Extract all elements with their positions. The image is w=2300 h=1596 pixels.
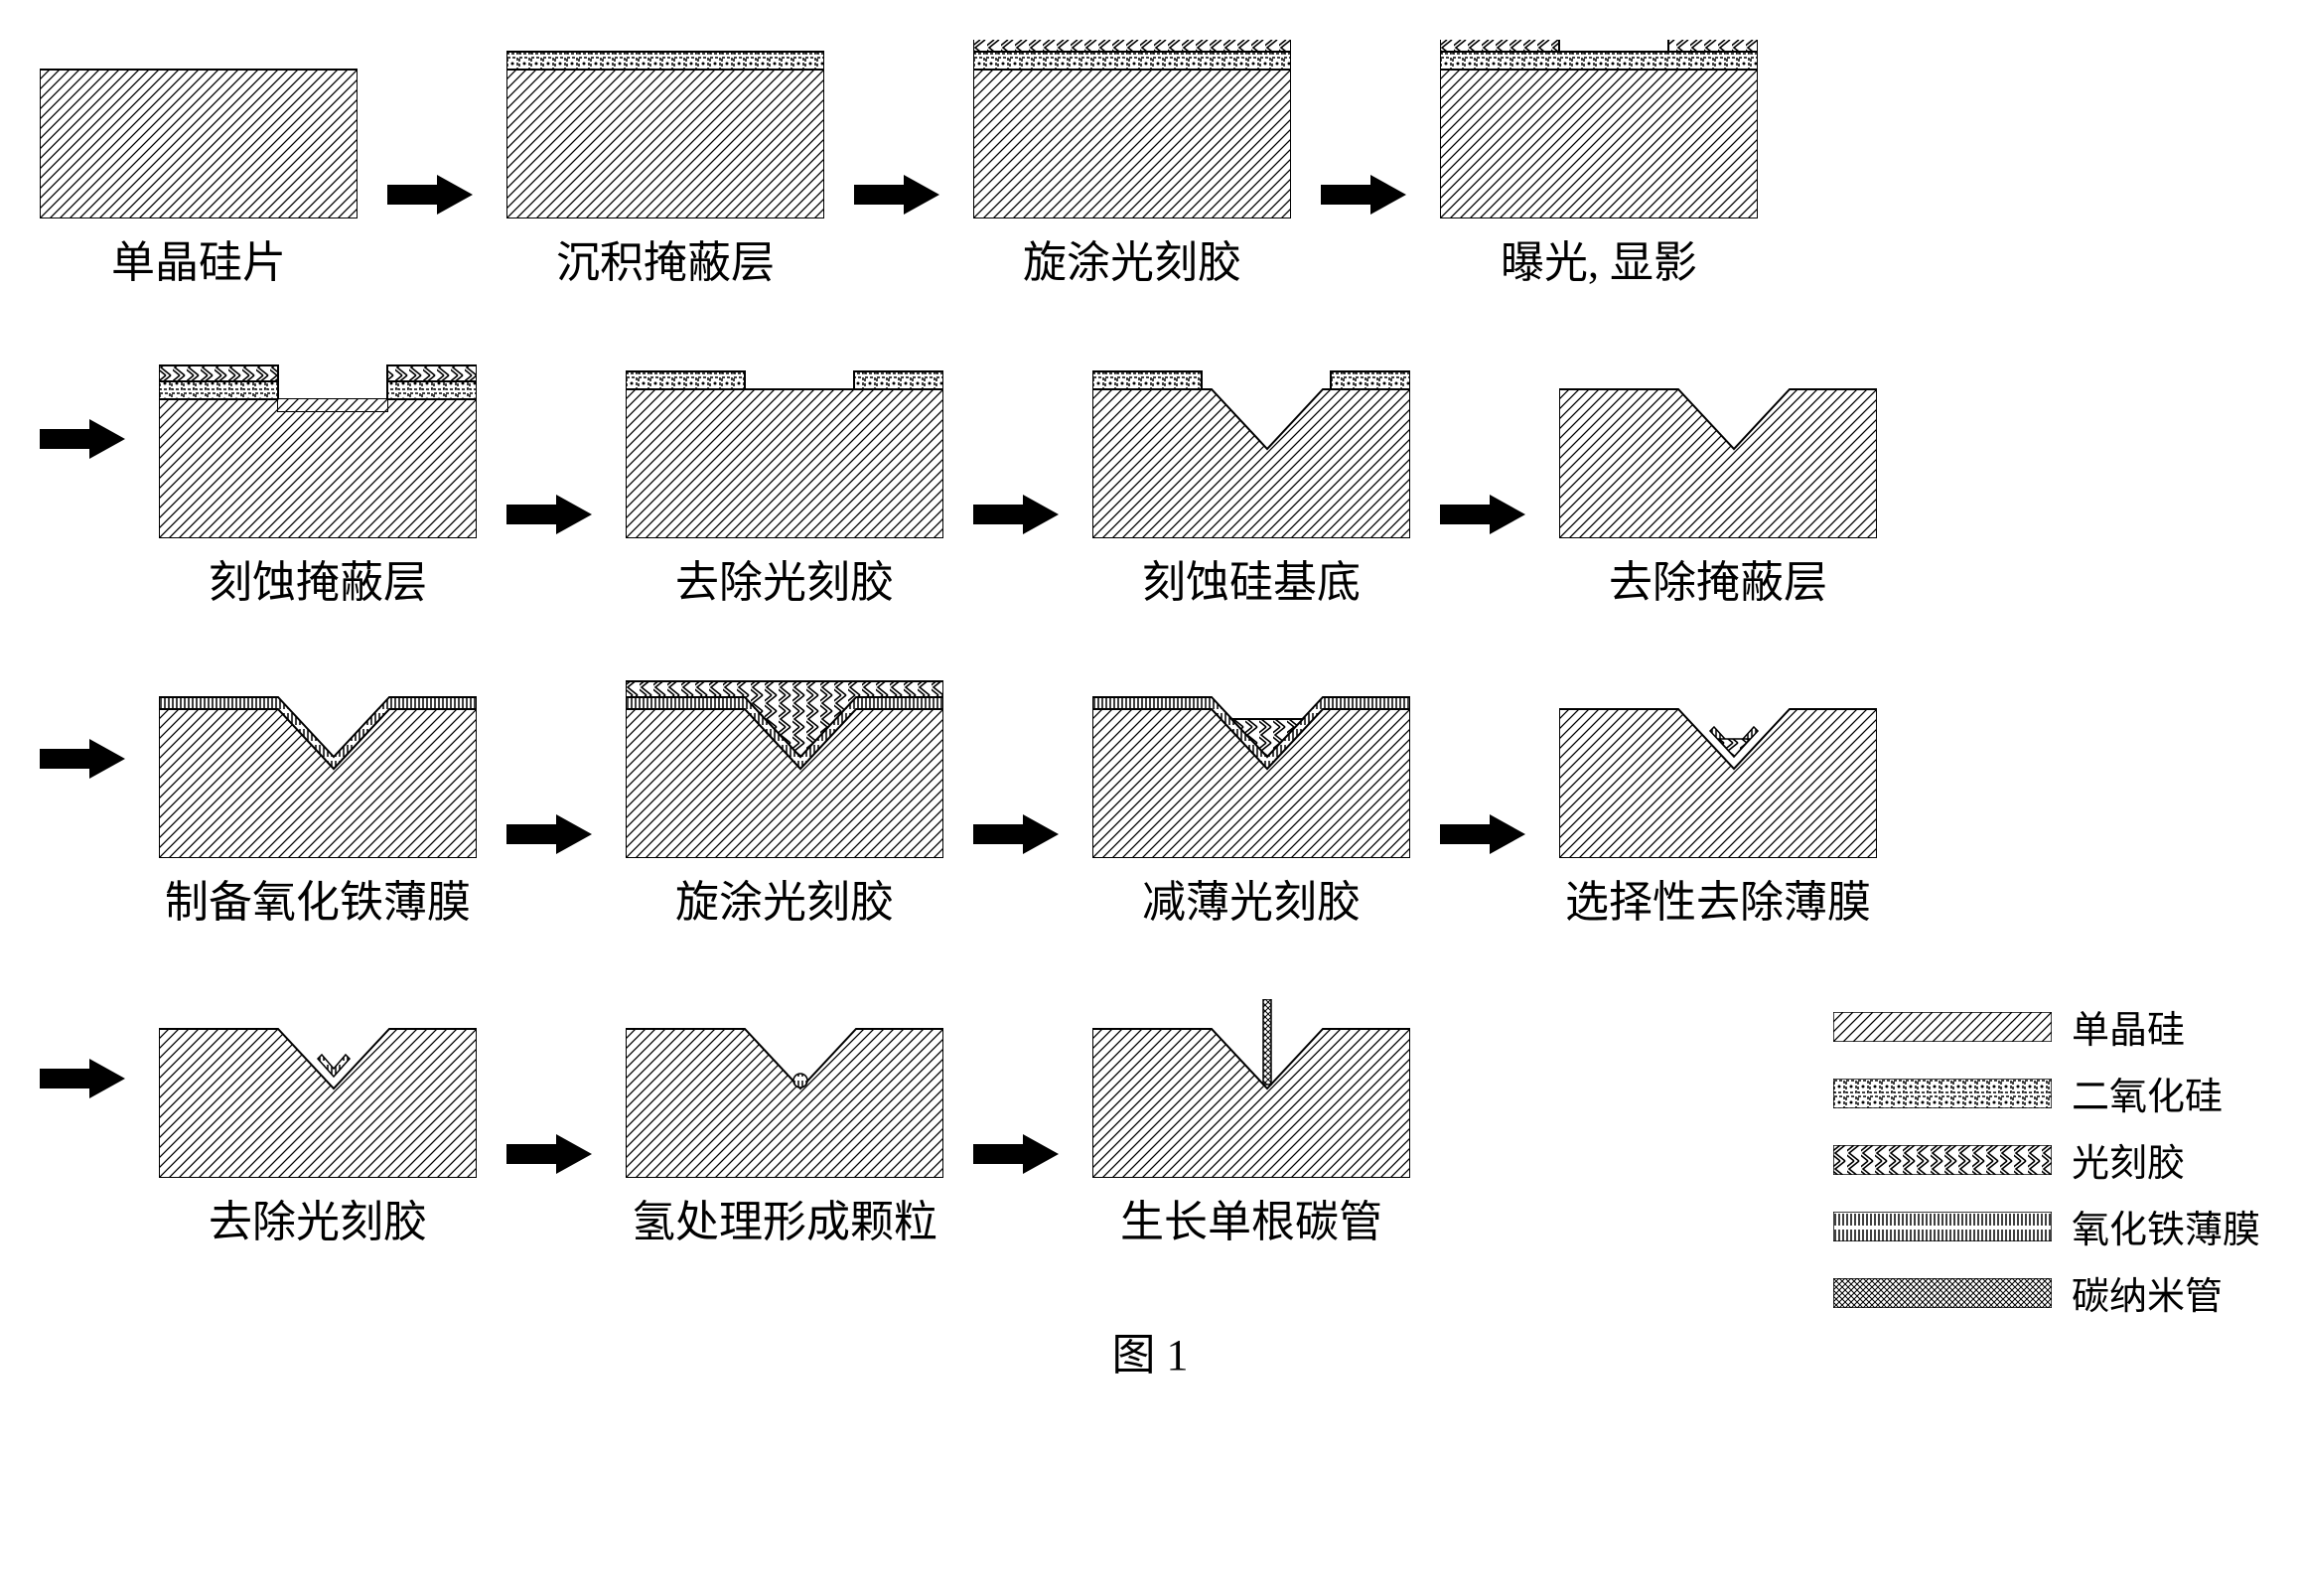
arrow-icon bbox=[973, 1134, 1063, 1174]
diagram-s7 bbox=[1092, 360, 1410, 538]
step-s13: 去除光刻胶 bbox=[159, 999, 477, 1249]
legend-item-sio2: 二氧化硅 bbox=[1833, 1066, 2260, 1120]
diagram-s15 bbox=[1092, 999, 1410, 1178]
legend-swatch-cnt bbox=[1833, 1278, 2052, 1308]
legend-swatch-photoresist bbox=[1833, 1145, 2052, 1175]
arrow-icon bbox=[973, 495, 1063, 534]
arrow-icon bbox=[387, 175, 477, 215]
caption-s11: 减薄光刻胶 bbox=[1142, 866, 1361, 930]
arrow-icon bbox=[506, 1134, 596, 1174]
step-s12: 选择性去除薄膜 bbox=[1559, 679, 1877, 930]
legend-item-cnt: 碳纳米管 bbox=[1833, 1265, 2260, 1320]
step-s9: 制备氧化铁薄膜 bbox=[159, 679, 477, 930]
caption-s3: 旋涂光刻胶 bbox=[1023, 226, 1241, 290]
arrow-icon bbox=[40, 1059, 129, 1098]
legend-label: 氧化铁薄膜 bbox=[2072, 1199, 2260, 1253]
legend-label: 单晶硅 bbox=[2072, 999, 2185, 1054]
row-3: 制备氧化铁薄膜 旋涂光刻胶 减薄光刻胶 bbox=[40, 679, 2260, 930]
arrow-icon bbox=[1321, 175, 1410, 215]
row-1: 单晶硅片 沉积掩蔽层 旋涂光刻胶 bbox=[40, 40, 2260, 290]
arrow-icon bbox=[1440, 814, 1529, 854]
caption-s10: 旋涂光刻胶 bbox=[675, 866, 894, 930]
caption-s6: 去除光刻胶 bbox=[675, 546, 894, 610]
row-4: 去除光刻胶 氢处理形成颗粒 生长单根碳管 bbox=[40, 999, 2260, 1249]
step-s8: 去除掩蔽层 bbox=[1559, 360, 1877, 610]
arrow-icon bbox=[506, 495, 596, 534]
caption-s8: 去除掩蔽层 bbox=[1609, 546, 1827, 610]
legend-item-ironoxide: 氧化铁薄膜 bbox=[1833, 1199, 2260, 1253]
step-s6: 去除光刻胶 bbox=[626, 360, 943, 610]
step-s7: 刻蚀硅基底 bbox=[1092, 360, 1410, 610]
caption-s5: 刻蚀掩蔽层 bbox=[209, 546, 427, 610]
step-s15: 生长单根碳管 bbox=[1092, 999, 1410, 1249]
caption-s14: 氢处理形成颗粒 bbox=[632, 1186, 937, 1249]
arrow-icon bbox=[973, 814, 1063, 854]
step-s3: 旋涂光刻胶 bbox=[973, 40, 1291, 290]
diagram-s13 bbox=[159, 999, 477, 1178]
arrow-icon bbox=[1440, 495, 1529, 534]
step-s2: 沉积掩蔽层 bbox=[506, 40, 824, 290]
diagram-s10 bbox=[626, 679, 943, 858]
arrow-icon bbox=[40, 419, 129, 459]
caption-s13: 去除光刻胶 bbox=[209, 1186, 427, 1249]
legend-item-photoresist: 光刻胶 bbox=[1833, 1132, 2260, 1187]
legend-label: 碳纳米管 bbox=[2072, 1265, 2223, 1320]
legend: 单晶硅 二氧化硅 光刻胶 氧化铁薄膜 碳纳米管 bbox=[1833, 999, 2260, 1320]
arrow-icon bbox=[854, 175, 943, 215]
caption-s7: 刻蚀硅基底 bbox=[1142, 546, 1361, 610]
legend-label: 二氧化硅 bbox=[2072, 1066, 2223, 1120]
step-s11: 减薄光刻胶 bbox=[1092, 679, 1410, 930]
legend-swatch-ironoxide bbox=[1833, 1212, 2052, 1241]
diagram-s5 bbox=[159, 360, 477, 538]
step-s5: 刻蚀掩蔽层 bbox=[159, 360, 477, 610]
caption-s12: 选择性去除薄膜 bbox=[1565, 866, 1871, 930]
diagram-s6 bbox=[626, 360, 943, 538]
figure-container: 单晶硅片 沉积掩蔽层 旋涂光刻胶 bbox=[40, 40, 2260, 1382]
caption-s9: 制备氧化铁薄膜 bbox=[165, 866, 471, 930]
diagram-s3 bbox=[973, 40, 1291, 218]
diagram-s9 bbox=[159, 679, 477, 858]
legend-swatch-silicon bbox=[1833, 1012, 2052, 1042]
arrow-icon bbox=[506, 814, 596, 854]
arrow-icon bbox=[40, 739, 129, 779]
diagram-s8 bbox=[1559, 360, 1877, 538]
step-s1: 单晶硅片 bbox=[40, 40, 358, 290]
caption-s2: 沉积掩蔽层 bbox=[556, 226, 775, 290]
diagram-s1 bbox=[40, 40, 358, 218]
diagram-s11 bbox=[1092, 679, 1410, 858]
caption-s4: 曝光, 显影 bbox=[1501, 226, 1697, 290]
figure-label: 图 1 bbox=[40, 1319, 2260, 1382]
legend-swatch-sio2 bbox=[1833, 1079, 2052, 1108]
step-s4: 曝光, 显影 bbox=[1440, 40, 1758, 290]
diagram-s12 bbox=[1559, 679, 1877, 858]
row-2: 刻蚀掩蔽层 去除光刻胶 刻蚀硅基底 bbox=[40, 360, 2260, 610]
legend-label: 光刻胶 bbox=[2072, 1132, 2185, 1187]
caption-s1: 单晶硅片 bbox=[111, 226, 286, 290]
caption-s15: 生长单根碳管 bbox=[1120, 1186, 1382, 1249]
legend-item-silicon: 单晶硅 bbox=[1833, 999, 2260, 1054]
diagram-s4 bbox=[1440, 40, 1758, 218]
step-s14: 氢处理形成颗粒 bbox=[626, 999, 943, 1249]
diagram-s14 bbox=[626, 999, 943, 1178]
step-s10: 旋涂光刻胶 bbox=[626, 679, 943, 930]
diagram-s2 bbox=[506, 40, 824, 218]
